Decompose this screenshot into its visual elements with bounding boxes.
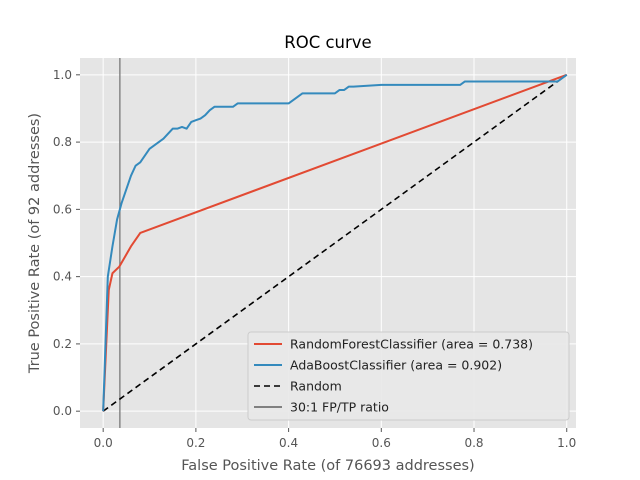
- y-tick-label: 0.2: [53, 337, 72, 351]
- x-tick-label: 0.0: [94, 436, 113, 450]
- x-axis-label: False Positive Rate (of 76693 addresses): [181, 458, 474, 474]
- legend-label-1: AdaBoostClassifier (area = 0.902): [290, 358, 502, 373]
- y-tick-label: 1.0: [53, 68, 72, 82]
- y-tick-label: 0.0: [53, 404, 72, 418]
- series-line-2: [102, 74, 568, 412]
- y-axis-label: True Positive Rate (of 92 addresses): [27, 113, 43, 374]
- legend-label-2: Random: [290, 379, 342, 394]
- legend-label-3: 30:1 FP/TP ratio: [290, 400, 389, 415]
- ticks: 0.0 0.2 0.4 0.6 0.8 1.0 0.0 0.2 0.4 0.6 0.8 1.0: [53, 68, 576, 450]
- x-tick-label: 0.8: [464, 436, 483, 450]
- series-line-0: [102, 73, 568, 412]
- legend: RandomForestClassifier (area = 0.738) Ada…: [247, 331, 570, 421]
- y-tick-label: 0.8: [53, 135, 72, 149]
- x-tick-label: 0.2: [186, 436, 205, 450]
- series-line-1: [102, 74, 568, 412]
- series-layer: [102, 58, 568, 428]
- x-tick-label: 1.0: [557, 436, 576, 450]
- grid-lines: [80, 58, 576, 428]
- chart-title: ROC curve: [284, 33, 371, 52]
- x-tick-label: 0.6: [372, 436, 391, 450]
- y-tick-label: 0.6: [53, 202, 72, 216]
- x-tick-label: 0.4: [279, 436, 298, 450]
- y-tick-label: 0.4: [53, 270, 72, 284]
- legend-label-0: RandomForestClassifier (area = 0.738): [290, 337, 533, 352]
- legend-box: [247, 331, 570, 421]
